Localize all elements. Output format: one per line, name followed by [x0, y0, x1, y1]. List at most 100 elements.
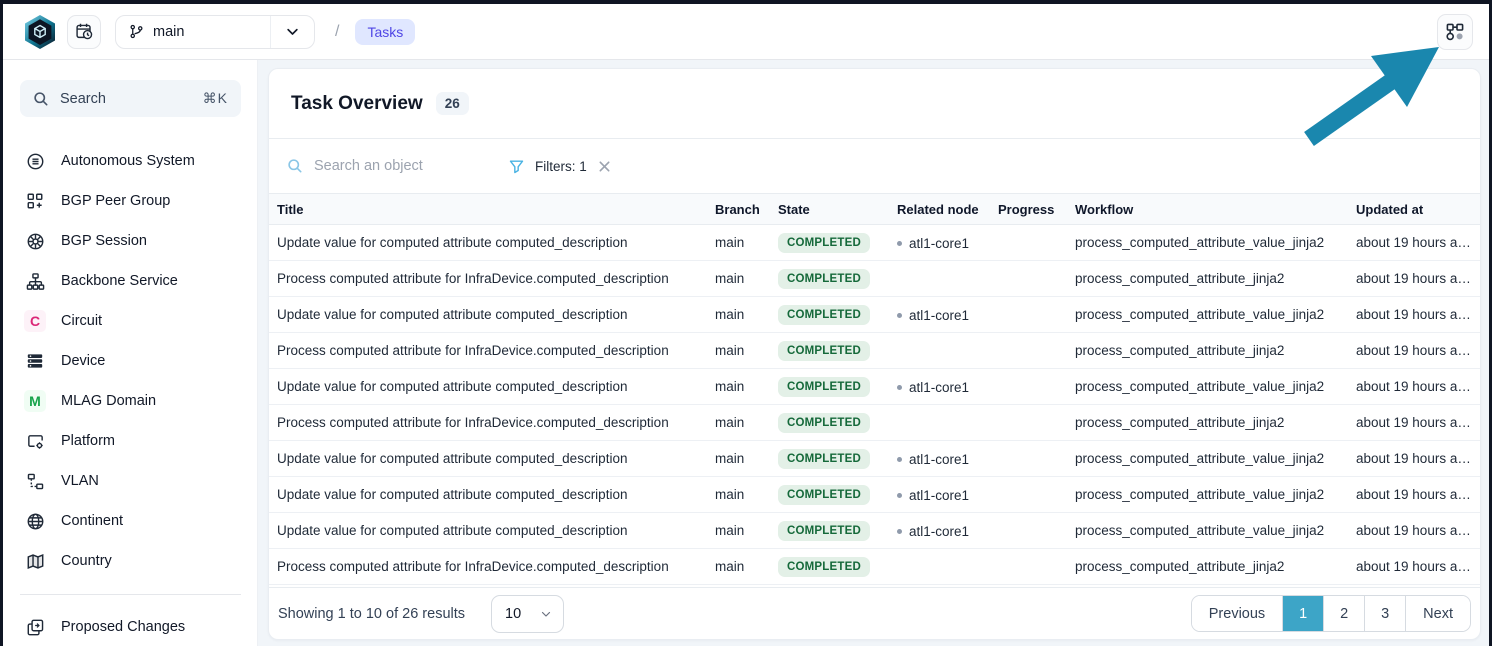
sidebar-item-continent[interactable]: Continent — [20, 501, 241, 541]
task-updated: about 19 hours ago — [1348, 333, 1480, 369]
related-node[interactable]: atl1-core1 — [897, 524, 969, 539]
related-node-name: atl1-core1 — [909, 380, 969, 395]
status-badge: COMPLETED — [778, 449, 870, 469]
filters-chip[interactable]: Filters: 1 — [509, 159, 611, 174]
related-node-name: atl1-core1 — [909, 308, 969, 323]
object-search-placeholder: Search an object — [314, 158, 423, 174]
page-button-2[interactable]: 2 — [1323, 596, 1364, 631]
breadcrumb-tasks[interactable]: Tasks — [355, 19, 415, 45]
sidebar-item-vlan[interactable]: VLAN — [20, 461, 241, 501]
table-row[interactable]: Update value for computed attribute comp… — [269, 513, 1480, 549]
server-icon — [24, 350, 46, 372]
sidebar-item-mlag-domain[interactable]: M MLAG Domain — [20, 381, 241, 421]
related-node-name: atl1-core1 — [909, 524, 969, 539]
column-header-related-node: Related node — [889, 194, 990, 225]
task-progress — [990, 405, 1067, 441]
sidebar-search[interactable]: Search ⌘K — [20, 80, 241, 117]
node-dot-icon — [897, 457, 902, 462]
sidebar-item-bgp-session[interactable]: BGP Session — [20, 221, 241, 261]
task-count-badge: 26 — [436, 92, 469, 115]
platform-gear-icon — [24, 430, 46, 452]
task-updated: about 19 hours ago — [1348, 369, 1480, 405]
sidebar-item-autonomous-system[interactable]: Autonomous System — [20, 141, 241, 181]
task-workflow: process_computed_attribute_value_jinja2 — [1067, 477, 1348, 513]
sidebar-item-proposed-changes[interactable]: Proposed Changes — [20, 607, 241, 646]
column-header-progress: Progress — [990, 194, 1067, 225]
table-row[interactable]: Update value for computed attribute comp… — [269, 441, 1480, 477]
node-dot-icon — [897, 493, 902, 498]
card-header: Task Overview 26 — [269, 69, 1480, 139]
task-title: Update value for computed attribute comp… — [269, 513, 707, 549]
clear-filters-icon[interactable] — [598, 160, 611, 173]
column-header-workflow: Workflow — [1067, 194, 1348, 225]
hierarchy-icon — [24, 270, 46, 292]
pagination: Previous 1 2 3 Next — [1191, 595, 1471, 632]
sidebar-item-backbone-service[interactable]: Backbone Service — [20, 261, 241, 301]
globe-icon — [24, 510, 46, 532]
sidebar-item-circuit[interactable]: C Circuit — [20, 301, 241, 341]
status-badge: COMPLETED — [778, 341, 870, 361]
task-branch: main — [707, 513, 770, 549]
task-branch: main — [707, 333, 770, 369]
related-node[interactable]: atl1-core1 — [897, 308, 969, 323]
git-branch-icon — [129, 24, 144, 39]
sidebar-divider — [20, 594, 241, 595]
next-page-button[interactable]: Next — [1405, 596, 1470, 631]
map-icon — [24, 550, 46, 572]
table-row[interactable]: Process computed attribute for InfraDevi… — [269, 333, 1480, 369]
table-row[interactable]: Update value for computed attribute comp… — [269, 225, 1480, 261]
page-button-3[interactable]: 3 — [1364, 596, 1405, 631]
sidebar-item-bgp-peer-group[interactable]: BGP Peer Group — [20, 181, 241, 221]
status-badge: COMPLETED — [778, 233, 870, 253]
status-badge: COMPLETED — [778, 377, 870, 397]
main-area: Task Overview 26 Search an object — [258, 60, 1489, 646]
node-dot-icon — [897, 313, 902, 318]
filters-row: Search an object Filters: 1 — [269, 139, 1480, 193]
related-node[interactable]: atl1-core1 — [897, 380, 969, 395]
status-badge: COMPLETED — [778, 485, 870, 505]
search-icon — [33, 91, 49, 107]
sidebar-item-device[interactable]: Device — [20, 341, 241, 381]
task-updated: about 19 hours ago — [1348, 261, 1480, 297]
task-updated: about 19 hours ago — [1348, 441, 1480, 477]
related-node-name: atl1-core1 — [909, 452, 969, 467]
task-table-body: Update value for computed attribute comp… — [269, 225, 1480, 585]
schema-icon — [1445, 22, 1465, 42]
sidebar-item-country[interactable]: Country — [20, 541, 241, 581]
task-updated: about 19 hours ago — [1348, 225, 1480, 261]
object-search-input[interactable]: Search an object — [287, 158, 499, 174]
sidebar-item-platform[interactable]: Platform — [20, 421, 241, 461]
previous-page-button[interactable]: Previous — [1192, 596, 1282, 631]
table-row[interactable]: Update value for computed attribute comp… — [269, 297, 1480, 333]
task-progress — [990, 261, 1067, 297]
related-node[interactable]: atl1-core1 — [897, 236, 969, 251]
task-title: Process computed attribute for InfraDevi… — [269, 261, 707, 297]
related-node[interactable]: atl1-core1 — [897, 452, 969, 467]
record-circle-icon — [24, 150, 46, 172]
status-badge: COMPLETED — [778, 269, 870, 289]
table-row[interactable]: Update value for computed attribute comp… — [269, 369, 1480, 405]
infrahub-logo-icon[interactable] — [23, 14, 57, 50]
task-branch: main — [707, 441, 770, 477]
schema-button[interactable] — [1437, 14, 1473, 50]
task-branch: main — [707, 297, 770, 333]
branch-selector-caret[interactable] — [270, 16, 314, 48]
time-travel-button[interactable] — [67, 15, 101, 49]
task-branch: main — [707, 225, 770, 261]
table-row[interactable]: Update value for computed attribute comp… — [269, 477, 1480, 513]
status-badge: COMPLETED — [778, 413, 870, 433]
task-updated: about 19 hours ago — [1348, 549, 1480, 585]
breadcrumb-separator: / — [335, 23, 339, 41]
related-node[interactable]: atl1-core1 — [897, 488, 969, 503]
table-row[interactable]: Process computed attribute for InfraDevi… — [269, 549, 1480, 585]
page-size-select[interactable]: 10 — [491, 595, 564, 633]
table-row[interactable]: Process computed attribute for InfraDevi… — [269, 405, 1480, 441]
page-button-1[interactable]: 1 — [1282, 596, 1323, 631]
related-node-name: atl1-core1 — [909, 236, 969, 251]
task-title: Update value for computed attribute comp… — [269, 477, 707, 513]
branch-selector[interactable]: main — [115, 15, 315, 49]
table-row[interactable]: Process computed attribute for InfraDevi… — [269, 261, 1480, 297]
task-branch: main — [707, 405, 770, 441]
letter-m-icon: M — [24, 390, 46, 412]
task-title: Update value for computed attribute comp… — [269, 297, 707, 333]
